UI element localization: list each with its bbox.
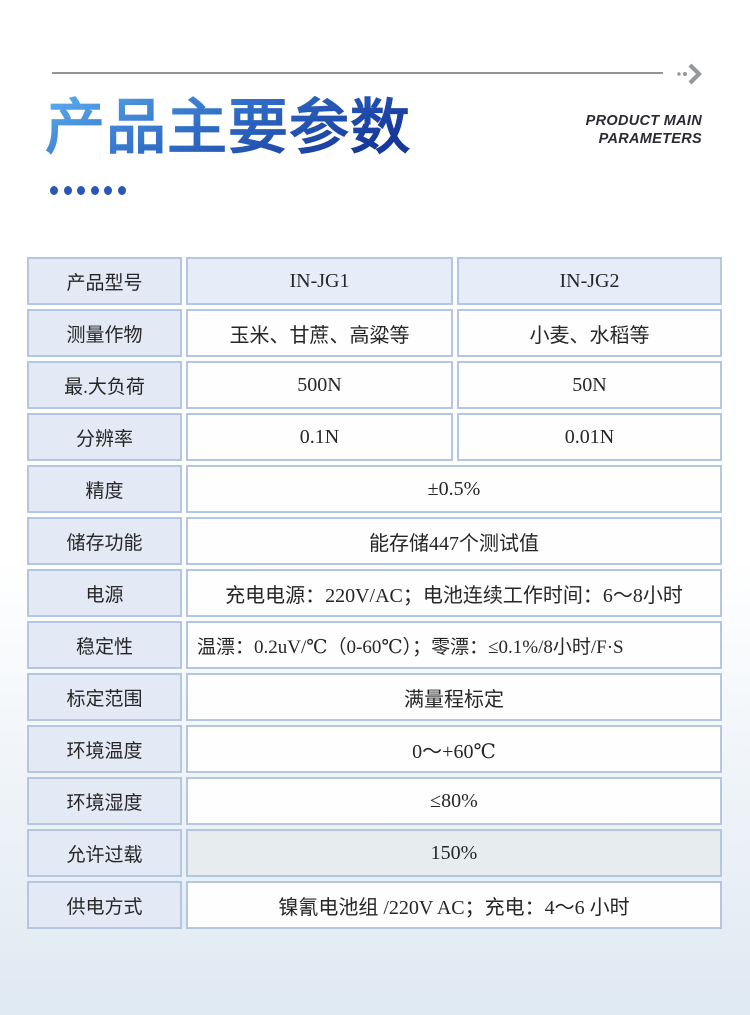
dot — [104, 186, 112, 195]
table-row: 储存功能 能存储447个测试值 — [27, 517, 722, 565]
dot — [63, 186, 72, 195]
table-row: 测量作物 玉米、甘蔗、高粱等 小麦、水稻等 — [27, 309, 722, 357]
row-value: 0～+60℃ — [186, 725, 722, 773]
row-value: 500N — [186, 361, 453, 409]
dot — [117, 186, 126, 195]
row-label: 标定范围 — [27, 673, 182, 721]
row-value: 0.1N — [186, 413, 453, 461]
row-label: 供电方式 — [27, 881, 182, 929]
table-row: 环境湿度 ≤80% — [27, 777, 722, 825]
row-value: 玉米、甘蔗、高粱等 — [186, 309, 453, 357]
row-value: ±0.5% — [186, 465, 722, 513]
row-label: 环境湿度 — [27, 777, 182, 825]
row-label: 电源 — [27, 569, 182, 617]
row-value: 充电电源：220V/AC；电池连续工作时间：6～8小时 — [186, 569, 722, 617]
table-row: 产品型号 IN-JG1 IN-JG2 — [27, 257, 722, 305]
table-row: 环境温度 0～+60℃ — [27, 725, 722, 773]
row-label: 允许过载 — [27, 829, 182, 877]
spec-table: 产品型号 IN-JG1 IN-JG2 测量作物 玉米、甘蔗、高粱等 小麦、水稻等 最.大负荷… — [23, 253, 726, 933]
dot — [50, 186, 58, 195]
table-row: 电源 充电电源：220V/AC；电池连续工作时间：6～8小时 — [27, 569, 722, 617]
title-dots — [50, 186, 126, 195]
table-row: 标定范围 满量程标定 — [27, 673, 722, 721]
row-value: 150% — [186, 829, 722, 877]
row-value: 小麦、水稻等 — [457, 309, 722, 357]
row-value: 温漂：0.2uV/℃（0-60℃）；零漂：≤0.1%/8小时/F·S — [186, 621, 722, 669]
table-row: 最.大负荷 500N 50N — [27, 361, 722, 409]
subtitle-line-2: PARAMETERS — [598, 130, 702, 147]
row-label: 分辨率 — [27, 413, 182, 461]
row-label: 测量作物 — [27, 309, 182, 357]
divider-line — [52, 72, 663, 74]
subtitle-line-1: PRODUCT MAIN — [585, 113, 702, 129]
row-value: ≤80% — [186, 777, 722, 825]
dot — [77, 186, 85, 195]
row-value: IN-JG1 — [186, 257, 453, 305]
table-row: 稳定性 温漂：0.2uV/℃（0-60℃）；零漂：≤0.1%/8小时/F·S — [27, 621, 722, 669]
row-label: 环境温度 — [27, 725, 182, 773]
row-value: 镍氰电池组 /220V AC；充电：4～6 小时 — [186, 881, 722, 929]
row-value: 满量程标定 — [186, 673, 722, 721]
row-label: 最.大负荷 — [27, 361, 182, 409]
dot — [90, 186, 99, 195]
row-label: 储存功能 — [27, 517, 182, 565]
row-label: 产品型号 — [27, 257, 182, 305]
table-row: 供电方式 镍氰电池组 /220V AC；充电：4～6 小时 — [27, 881, 722, 929]
row-label: 稳定性 — [27, 621, 182, 669]
row-label: 精度 — [27, 465, 182, 513]
page-title: 产品主要参数 — [45, 95, 411, 161]
row-value: 能存储447个测试值 — [186, 517, 722, 565]
double-chevron-right-icon — [677, 63, 702, 85]
table-row: 精度 ±0.5% — [27, 465, 722, 513]
row-value: IN-JG2 — [457, 257, 722, 305]
row-value: 0.01N — [457, 413, 722, 461]
table-row: 允许过载 150% — [27, 829, 722, 877]
table-row: 分辨率 0.1N 0.01N — [27, 413, 722, 461]
page-subtitle: PRODUCT MAIN PARAMETERS — [586, 113, 702, 148]
row-value: 50N — [457, 361, 722, 409]
